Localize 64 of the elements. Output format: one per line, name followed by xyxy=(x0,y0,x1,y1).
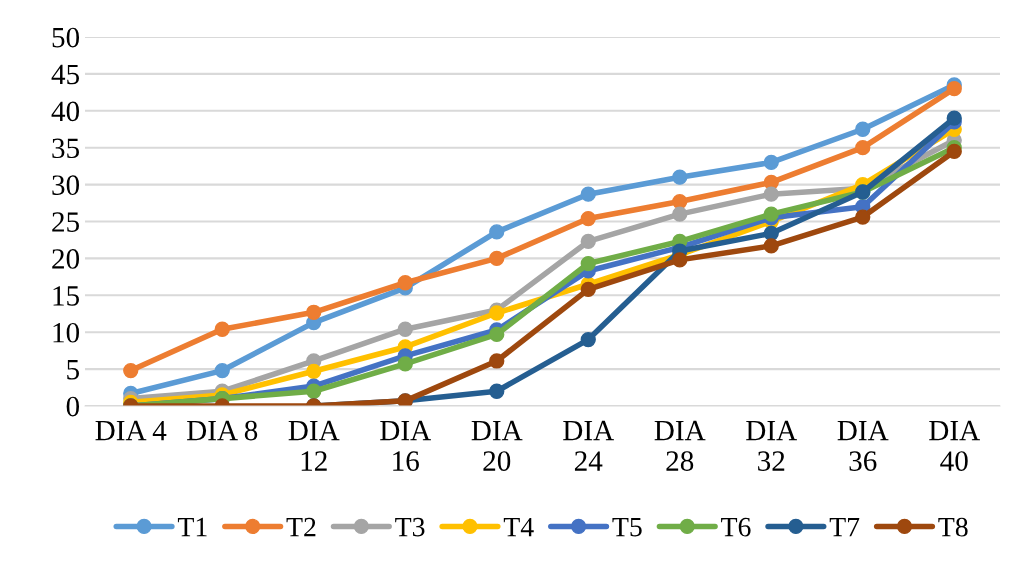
legend-label: T8 xyxy=(938,517,968,537)
x-tick-label: DIA 4 xyxy=(95,420,167,441)
point xyxy=(489,224,505,240)
legend-label: T4 xyxy=(503,517,534,537)
point xyxy=(489,353,505,369)
x-tick-label: DIA 12 xyxy=(288,420,340,471)
point xyxy=(672,252,688,268)
point xyxy=(672,206,688,222)
y-tick-label: 40 xyxy=(51,101,80,122)
point xyxy=(123,362,139,379)
legend-label: T1 xyxy=(177,517,207,537)
point xyxy=(763,154,779,171)
point xyxy=(214,321,230,337)
point xyxy=(580,233,596,250)
point xyxy=(214,362,230,379)
point xyxy=(580,186,596,202)
point xyxy=(763,206,779,222)
y-tick-label: 25 xyxy=(52,212,79,232)
point xyxy=(580,281,596,298)
point xyxy=(306,304,322,320)
point xyxy=(855,140,871,156)
point xyxy=(946,143,962,160)
point xyxy=(397,275,413,291)
y-tick-label: 30 xyxy=(52,175,80,196)
x-tick-label: DIA 40 xyxy=(929,420,980,471)
legend-label: T2 xyxy=(286,517,316,537)
point xyxy=(855,209,871,225)
y-tick-label: 0 xyxy=(66,396,80,417)
y-tick-label: 45 xyxy=(51,64,79,85)
legend-label: T5 xyxy=(612,518,642,537)
point xyxy=(397,356,413,372)
point xyxy=(855,121,871,137)
y-tick-label: 10 xyxy=(53,322,80,343)
y-tick-label: 50 xyxy=(52,27,80,48)
point xyxy=(580,255,596,272)
point xyxy=(489,326,505,343)
y-tick-label: 5 xyxy=(67,360,79,380)
y-tick-label: 20 xyxy=(52,249,80,269)
point xyxy=(489,250,505,267)
legend-label: T3 xyxy=(395,517,425,537)
legend-label: T7 xyxy=(829,518,860,537)
point xyxy=(946,110,962,126)
point xyxy=(397,321,413,337)
point xyxy=(763,186,779,202)
x-tick-label: DIA 16 xyxy=(380,420,431,471)
point xyxy=(580,331,596,348)
point xyxy=(580,210,596,227)
x-tick-label: DIA 28 xyxy=(654,420,706,471)
point xyxy=(763,238,779,254)
point xyxy=(489,383,505,399)
y-tick-label: 35 xyxy=(52,138,79,159)
x-tick-label: DIA 36 xyxy=(837,420,889,471)
point xyxy=(672,169,688,185)
x-tick-label: DIA 32 xyxy=(746,420,797,471)
x-tick-label: DIA 20 xyxy=(471,420,523,471)
point xyxy=(763,225,779,241)
point xyxy=(306,383,322,399)
point xyxy=(946,81,962,97)
point xyxy=(672,193,688,210)
x-tick-label: DIA 24 xyxy=(563,420,614,471)
legend-label: T6 xyxy=(721,517,751,537)
x-tick-label: DIA 8 xyxy=(187,420,258,441)
y-tick-label: 15 xyxy=(53,286,79,306)
point xyxy=(306,363,322,379)
